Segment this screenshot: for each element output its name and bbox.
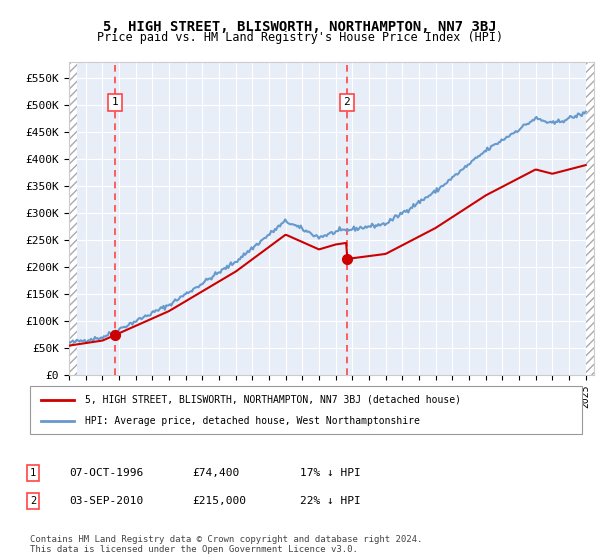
Text: 03-SEP-2010: 03-SEP-2010: [69, 496, 143, 506]
Text: £215,000: £215,000: [192, 496, 246, 506]
Text: £74,400: £74,400: [192, 468, 239, 478]
Text: 5, HIGH STREET, BLISWORTH, NORTHAMPTON, NN7 3BJ (detached house): 5, HIGH STREET, BLISWORTH, NORTHAMPTON, …: [85, 395, 461, 405]
Text: HPI: Average price, detached house, West Northamptonshire: HPI: Average price, detached house, West…: [85, 416, 420, 426]
Text: Price paid vs. HM Land Registry's House Price Index (HPI): Price paid vs. HM Land Registry's House …: [97, 31, 503, 44]
Text: 2: 2: [30, 496, 36, 506]
FancyBboxPatch shape: [30, 386, 582, 434]
Text: 1: 1: [30, 468, 36, 478]
Text: Contains HM Land Registry data © Crown copyright and database right 2024.
This d: Contains HM Land Registry data © Crown c…: [30, 535, 422, 554]
Text: 2: 2: [343, 97, 350, 108]
Text: 07-OCT-1996: 07-OCT-1996: [69, 468, 143, 478]
Bar: [69, 62, 77, 375]
Text: 17% ↓ HPI: 17% ↓ HPI: [300, 468, 361, 478]
Bar: [586, 62, 594, 375]
Text: 5, HIGH STREET, BLISWORTH, NORTHAMPTON, NN7 3BJ: 5, HIGH STREET, BLISWORTH, NORTHAMPTON, …: [103, 20, 497, 34]
Text: 1: 1: [112, 97, 119, 108]
Text: 22% ↓ HPI: 22% ↓ HPI: [300, 496, 361, 506]
